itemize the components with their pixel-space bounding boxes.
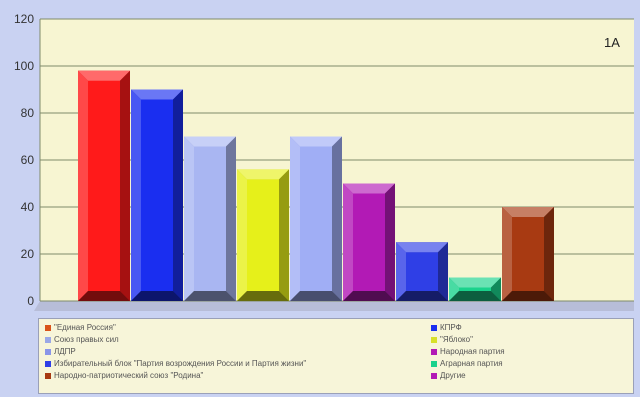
legend-swatch [431,372,437,379]
legend-item: Народно-патриотический союз "Родина" [45,370,431,381]
bar-bottom-bevel [237,291,289,301]
bar-face [459,287,491,291]
legend-label: ЛДПР [54,347,76,356]
legend-label: "Единая Россия" [54,323,116,332]
bar [396,242,448,301]
bar-left-bevel [502,207,512,301]
y-tick-label: 20 [21,247,35,261]
legend-label: КПРФ [440,323,462,332]
legend-label: Союз правых сил [54,335,119,344]
bar [184,136,236,301]
bar-right-bevel [332,136,342,301]
legend-grid: "Единая Россия" КПРФ Союз правых сил "Яблок… [45,322,627,381]
bar-top-bevel [184,136,236,147]
bar-left-bevel [290,136,300,301]
bar-face [353,193,385,291]
bar-bottom-bevel [343,291,395,301]
y-tick-label: 100 [14,59,34,73]
bar-right-bevel [226,136,236,301]
y-tick-label: 40 [21,200,35,214]
bar-top-bevel [449,277,501,288]
legend-swatch [431,324,437,331]
bar-face [300,146,332,291]
bar-face [247,179,279,291]
bar-left-bevel [184,136,194,301]
bar-top-bevel [343,183,395,194]
bar [237,169,289,301]
legend-label: Аграрная партия [440,359,503,368]
legend-label: Другие [440,371,466,380]
legend-item: КПРФ [431,322,627,333]
legend-item: "Яблоко" [431,334,627,345]
bar [449,277,501,301]
bar-top-bevel [131,89,183,100]
panel-label: 1A [604,35,620,50]
bar-left-bevel [131,89,141,301]
legend-swatch [431,336,437,343]
bar-right-bevel [120,70,130,301]
bar-face [512,217,544,291]
legend-item: ЛДПР [45,346,431,357]
bar-top-bevel [502,207,554,217]
bar-bottom-bevel [131,291,183,301]
legend-item: "Единая Россия" [45,322,431,333]
bar-right-bevel [173,89,183,301]
bar-top-bevel [78,70,130,81]
bar-bottom-bevel [184,291,236,301]
bar-left-bevel [237,169,247,301]
bar-bottom-bevel [502,291,554,301]
bar [78,70,130,301]
bar-left-bevel [449,277,459,301]
legend-label: "Яблоко" [440,335,473,344]
bar [290,136,342,301]
legend-item: Аграрная партия [431,358,627,369]
bar-face [406,252,438,291]
legend-swatch [45,336,51,343]
legend-item: Избирательный блок "Партия возрождения Р… [45,358,431,369]
legend-swatch [45,348,51,355]
plot-floor [34,301,634,311]
legend-swatch [45,372,51,379]
legend-item: Союз правых сил [45,334,431,345]
bar-right-bevel [385,183,395,301]
legend-swatch [431,360,437,367]
bar-bottom-bevel [78,291,130,301]
y-tick-label: 80 [21,106,35,120]
bar-face [194,146,226,291]
bar-bottom-bevel [290,291,342,301]
bar [131,89,183,301]
bar-top-bevel [237,169,289,180]
legend-label: Народно-патриотический союз "Родина" [54,371,204,380]
bar-left-bevel [343,183,353,301]
bar [343,183,395,301]
bar-bottom-bevel [449,291,501,301]
legend-swatch [431,348,437,355]
bar-right-bevel [491,277,501,301]
bar-face [88,80,120,291]
bar-top-bevel [290,136,342,147]
legend-swatch [45,360,51,367]
legend-label: Избирательный блок "Партия возрождения Р… [54,359,307,368]
bar-face [141,99,173,291]
bar-right-bevel [544,207,554,301]
legend: "Единая Россия" КПРФ Союз правых сил "Яблок… [38,318,634,394]
bar [502,207,554,301]
bar-right-bevel [438,242,448,301]
bar-chart: 0 20 40 60 80 100 120 1A [14,12,634,311]
bar-left-bevel [78,70,88,301]
legend-label: Народная партия [440,347,505,356]
y-tick-label: 0 [27,294,34,308]
bar-left-bevel [396,242,406,301]
legend-item: Другие [431,370,627,381]
legend-swatch [45,324,51,331]
legend-item: Народная партия [431,346,627,357]
bar-bottom-bevel [396,291,448,301]
y-tick-label: 120 [14,12,34,26]
bar-top-bevel [396,242,448,253]
bar-right-bevel [279,169,289,301]
y-tick-label: 60 [21,153,35,167]
